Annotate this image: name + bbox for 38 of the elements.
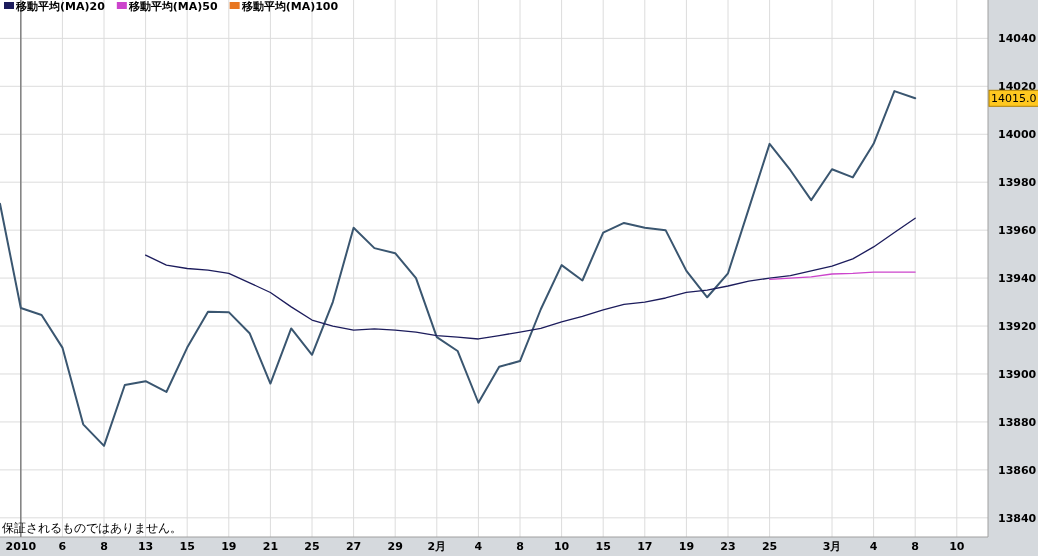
x-tick-label: 15 <box>179 540 195 553</box>
x-tick-label: 3月 <box>822 540 842 553</box>
value-label: 14015.0 <box>988 89 1038 107</box>
x-tick-label: 23 <box>720 540 736 553</box>
y-tick-label: 13920 <box>998 320 1037 334</box>
x-tick-label: 17 <box>637 540 653 553</box>
x-tick-label: 8 <box>100 540 108 553</box>
y-tick-label: 13940 <box>998 272 1037 286</box>
y-tick-label: 13860 <box>998 463 1037 477</box>
x-tick-label: 25 <box>761 540 778 553</box>
x-tick-label: 13 <box>137 540 154 553</box>
legend-label: 移動平均(MA)100 <box>240 0 339 13</box>
x-tick-label: 2月 <box>427 540 447 553</box>
x-tick-label: 25 <box>304 540 320 553</box>
x-tick-label: 8 <box>516 540 524 553</box>
legend-label: 移動平均(MA)20 <box>15 0 106 13</box>
annotation: 保証されるものではありません。 <box>2 521 182 535</box>
x-tick-label: 6 <box>58 540 67 553</box>
x-tick-label: 4 <box>474 540 483 553</box>
x-tick-label: 19 <box>678 540 695 553</box>
x-tick-label: 15 <box>595 540 611 553</box>
x-tick-label: 10 <box>949 540 965 553</box>
y-tick-label: 14000 <box>998 128 1037 142</box>
x-tick-label: 10 <box>553 540 570 553</box>
y-tick-label: 13960 <box>998 224 1037 238</box>
legend-label: 移動平均(MA)50 <box>127 0 218 13</box>
x-tick-label: 21 <box>262 540 279 553</box>
x-tick-label: 4 <box>869 540 878 553</box>
x-tick-label: 8 <box>911 540 920 553</box>
y-tick-label: 14040 <box>998 32 1037 46</box>
y-tick-label: 13880 <box>998 415 1037 429</box>
x-tick-label: 19 <box>221 540 237 553</box>
x-tick-label: 27 <box>345 540 362 553</box>
x-tick-label: 2010 <box>5 540 37 553</box>
y-tick-label: 13840 <box>998 511 1037 525</box>
y-tick-label: 13980 <box>998 176 1037 190</box>
y-tick-label: 13900 <box>998 367 1037 381</box>
x-tick-label: 29 <box>387 540 403 553</box>
